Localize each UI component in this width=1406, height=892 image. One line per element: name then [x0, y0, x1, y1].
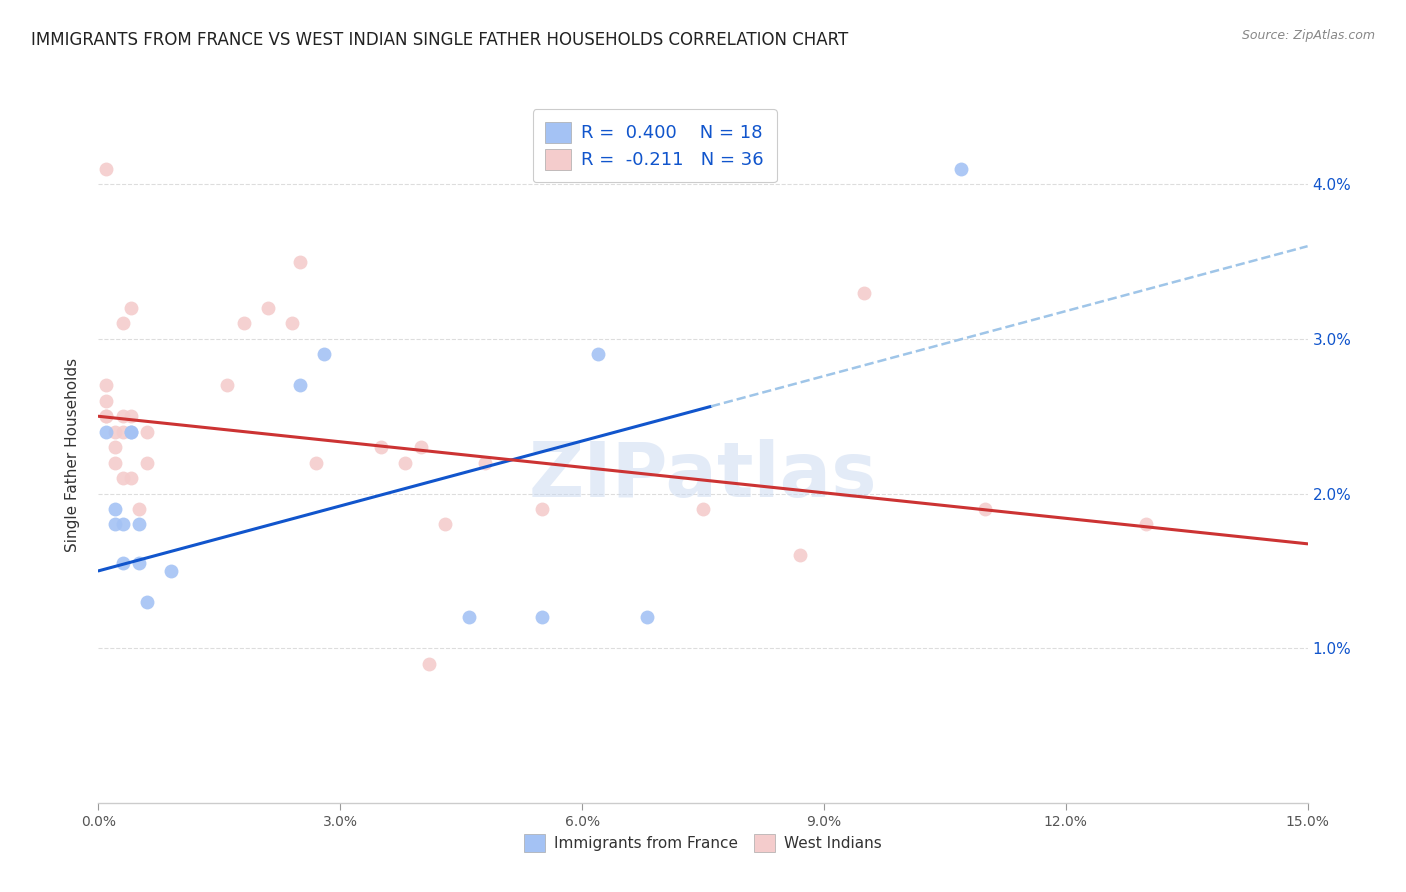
Point [474, 456, 496, 470]
Point [120, 301, 142, 315]
Point [111, 517, 134, 532]
Point [434, 517, 457, 532]
Point [111, 317, 134, 331]
Point [256, 301, 278, 315]
Point [128, 556, 150, 570]
Point [135, 456, 157, 470]
Point [103, 440, 125, 454]
Point [96, 425, 118, 439]
Point [120, 425, 142, 439]
Point [530, 610, 553, 624]
Point [120, 425, 142, 439]
Legend: Immigrants from France, West Indians: Immigrants from France, West Indians [517, 828, 889, 858]
Point [135, 595, 157, 609]
Point [135, 425, 157, 439]
Point [103, 517, 125, 532]
Point [418, 657, 440, 671]
Text: ZIPatlas: ZIPatlas [529, 439, 877, 513]
Point [128, 517, 150, 532]
Point [636, 610, 658, 624]
Point [103, 502, 125, 516]
Point [96, 409, 118, 424]
Point [111, 409, 134, 424]
Text: Source: ZipAtlas.com: Source: ZipAtlas.com [1241, 29, 1375, 42]
Point [96, 378, 118, 392]
Point [458, 610, 481, 624]
Point [111, 471, 134, 485]
Point [974, 502, 997, 516]
Point [314, 347, 336, 361]
Point [232, 317, 254, 331]
Point [409, 440, 432, 454]
Point [1135, 517, 1157, 532]
Point [217, 378, 239, 392]
Point [96, 409, 118, 424]
Y-axis label: Single Father Households: Single Father Households [65, 358, 80, 552]
Point [96, 161, 118, 176]
Point [96, 393, 118, 408]
Point [288, 378, 311, 392]
Point [120, 471, 142, 485]
Point [394, 456, 416, 470]
Text: IMMIGRANTS FROM FRANCE VS WEST INDIAN SINGLE FATHER HOUSEHOLDS CORRELATION CHART: IMMIGRANTS FROM FRANCE VS WEST INDIAN SI… [31, 31, 848, 49]
Point [103, 425, 125, 439]
Point [949, 161, 972, 176]
Point [692, 502, 714, 516]
Point [111, 556, 134, 570]
Point [160, 564, 183, 578]
Point [305, 456, 328, 470]
Point [586, 347, 609, 361]
Point [111, 425, 134, 439]
Point [370, 440, 392, 454]
Point [120, 409, 142, 424]
Point [853, 285, 876, 300]
Point [530, 502, 553, 516]
Point [288, 254, 311, 268]
Point [103, 456, 125, 470]
Point [789, 549, 811, 563]
Point [281, 317, 304, 331]
Point [128, 502, 150, 516]
